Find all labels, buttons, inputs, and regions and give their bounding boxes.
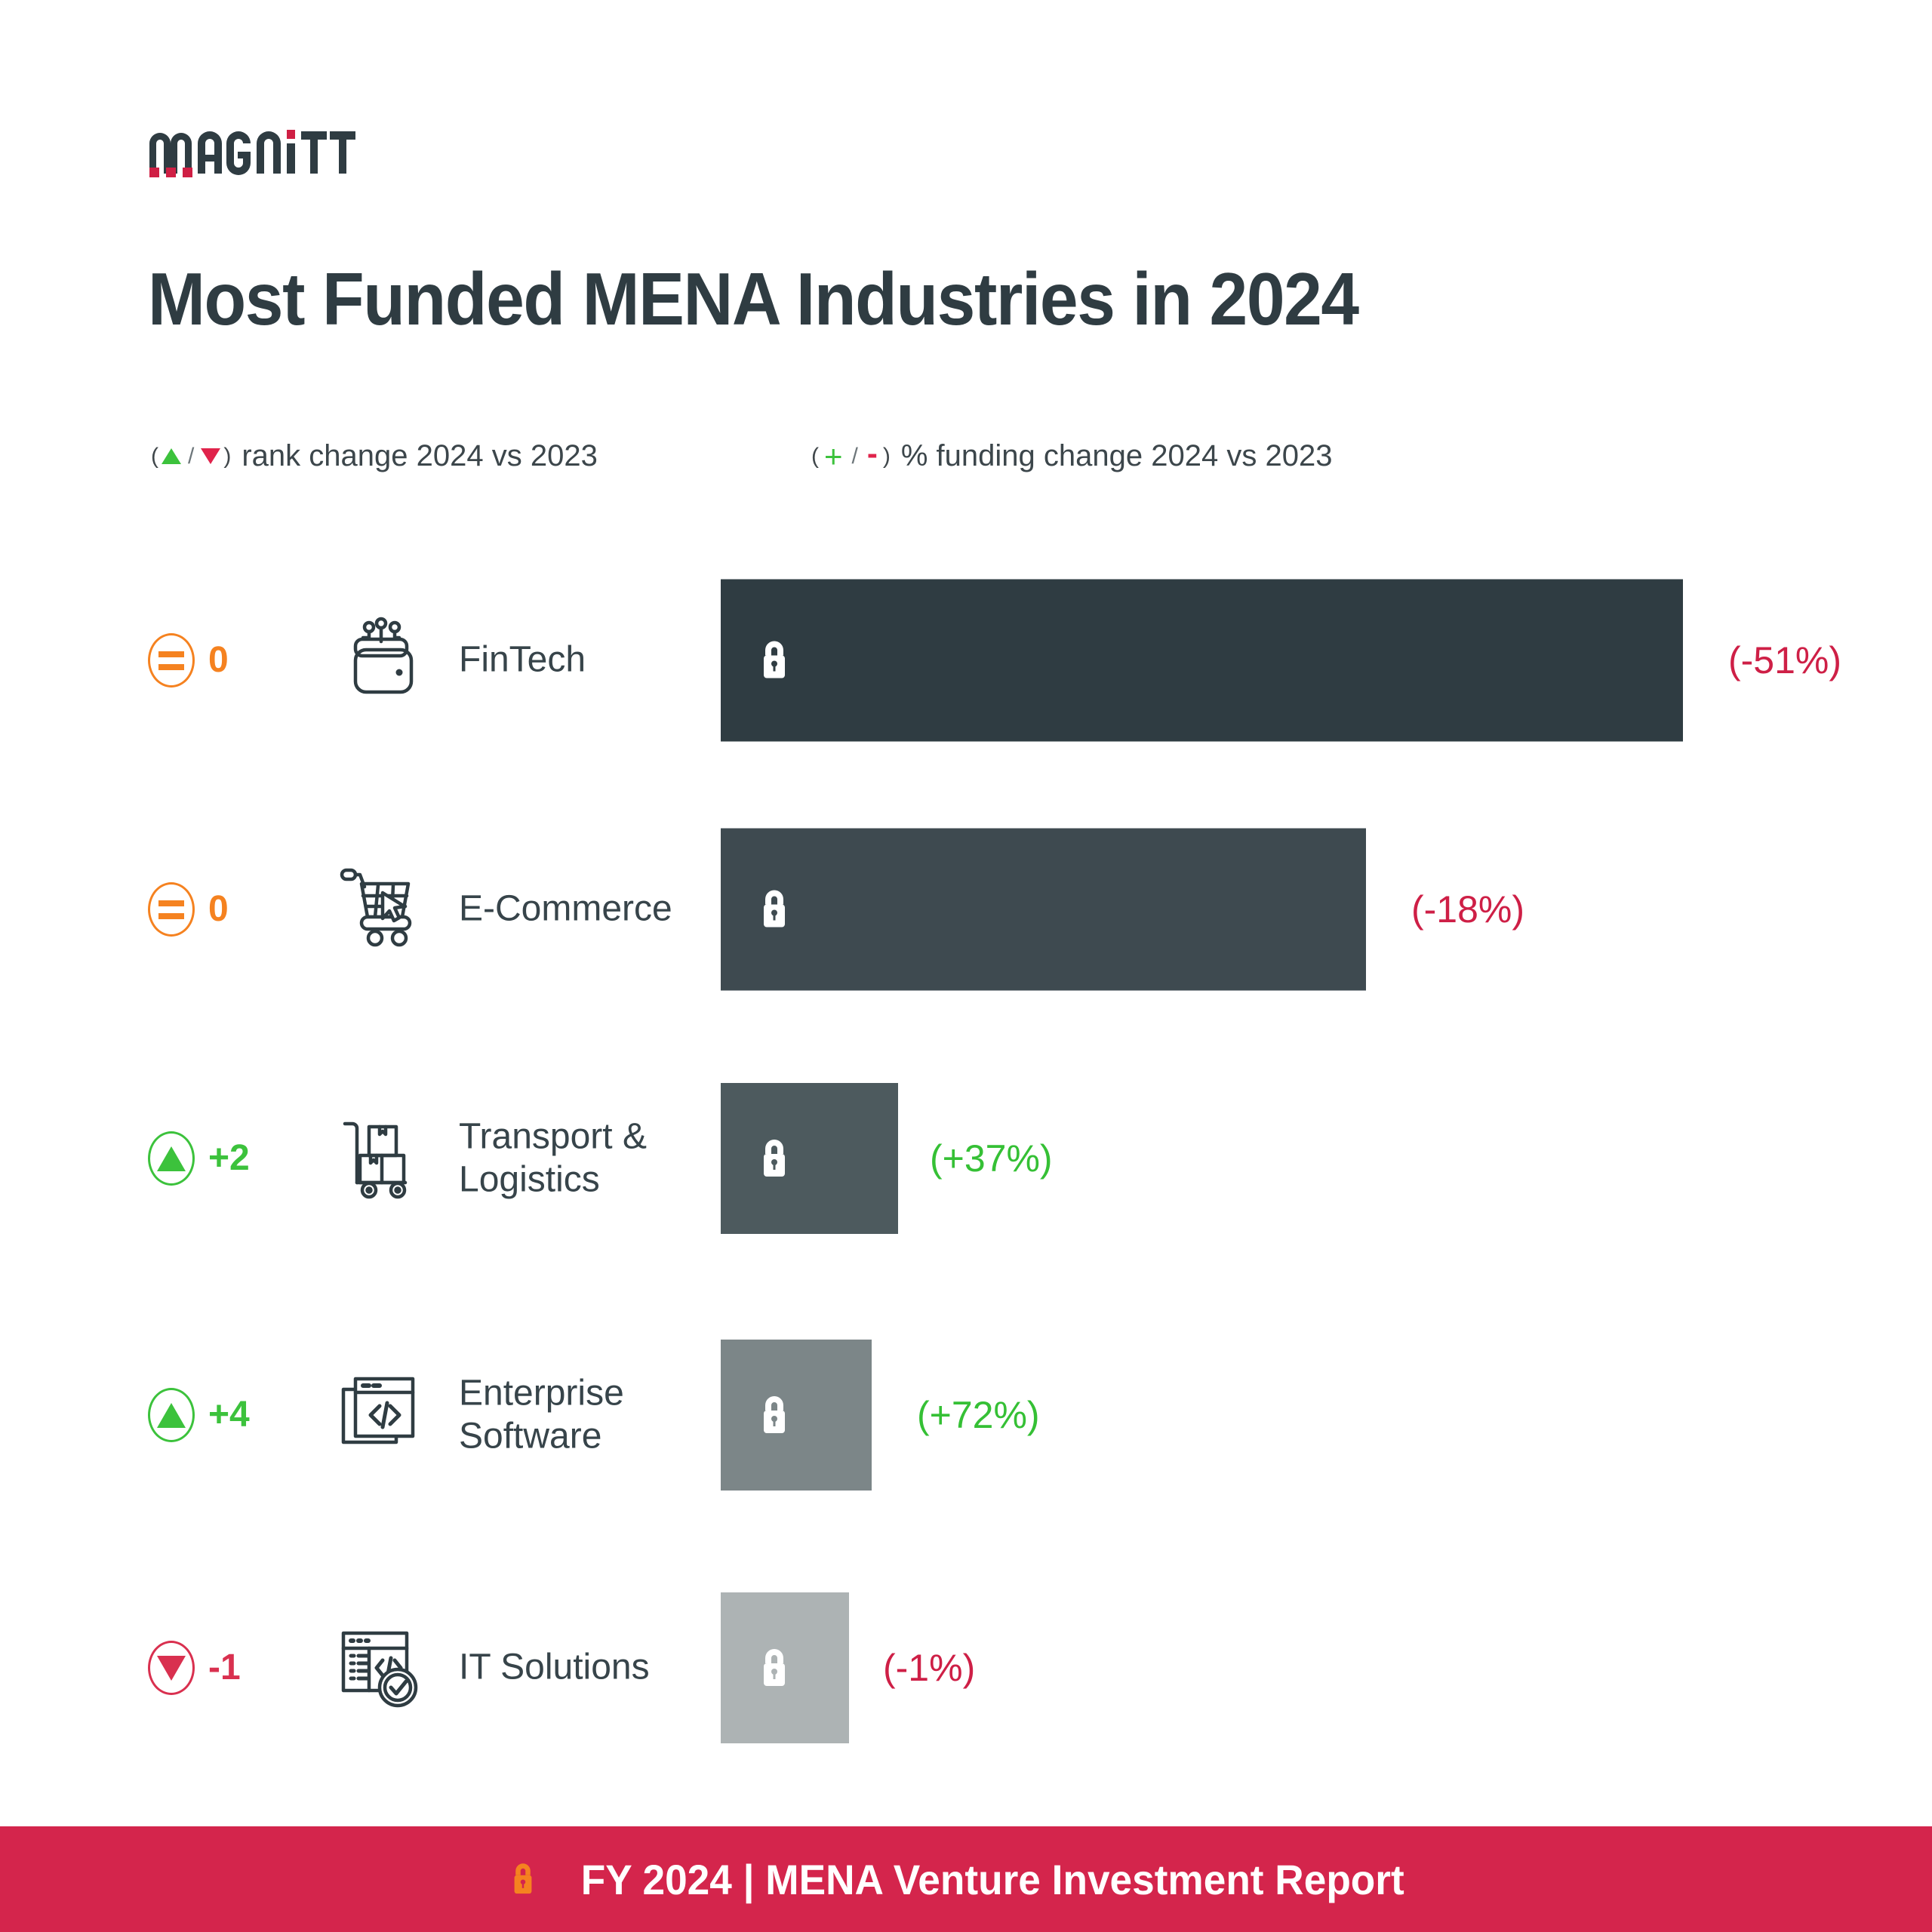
rank-change-group: 0 (148, 633, 229, 688)
legend-slash: / (851, 443, 858, 469)
it-solutions-icon (332, 1619, 430, 1717)
pct-change-label: (+72%) (917, 1394, 1040, 1436)
funding-bar (721, 828, 1366, 991)
pct-change-label: (-1%) (883, 1647, 976, 1689)
magnitt-logo-mark (149, 130, 355, 177)
chart-row: 0 E-Commerce ( (0, 828, 1932, 991)
rank-change-value: -1 (208, 1647, 241, 1687)
rank-change-value: +4 (208, 1395, 250, 1435)
rank-change-group: +4 (148, 1388, 250, 1442)
shopping-cart-cursor-icon (332, 860, 430, 958)
lock-icon (754, 635, 795, 687)
chart-row: +4 Enterprise Software (0, 1336, 1932, 1494)
magnitt-logo (148, 121, 389, 193)
equals-icon (148, 882, 195, 937)
funding-bar (721, 1592, 849, 1743)
triangle-down-icon (201, 448, 221, 464)
footer-bar: FY 2024 | MENA Venture Investment Report (0, 1826, 1932, 1932)
rank-change-value: +2 (208, 1138, 250, 1178)
rank-change-value: 0 (208, 889, 229, 929)
code-window-icon (332, 1366, 430, 1464)
rank-change-group: 0 (148, 882, 229, 937)
pct-change-label: (-18%) (1411, 888, 1525, 931)
industry-label: Transport & Logistics (459, 1116, 647, 1199)
legend-slash: / (188, 443, 195, 469)
funding-bar (721, 579, 1683, 742)
funding-bar (721, 1340, 872, 1491)
legend-open-paren: ( (151, 443, 158, 469)
equals-icon (148, 633, 195, 688)
rank-change-group: +2 (148, 1131, 250, 1186)
rank-change-group: -1 (148, 1641, 241, 1695)
lock-icon (754, 1642, 795, 1694)
chart-row: -1 IT Solutions (0, 1589, 1932, 1747)
triangle-up-icon (148, 1388, 195, 1442)
funding-bar (721, 1083, 898, 1234)
lock-icon (506, 1857, 540, 1902)
triangle-down-icon (148, 1641, 195, 1695)
plus-icon: + (824, 438, 843, 474)
wallet-circuit-icon (332, 611, 430, 709)
legend-funding-change: ( + / - ) % funding change 2024 vs 2023 (808, 435, 1333, 474)
lock-icon (754, 1133, 795, 1185)
legend-funding-label: % funding change 2024 vs 2023 (900, 439, 1333, 472)
lock-icon (754, 1389, 795, 1441)
chart-row: +2 Transport & Logistics (0, 1079, 1932, 1238)
industry-label: Enterprise Software (459, 1373, 624, 1456)
legend: ( / ) rank change 2024 vs 2023 ( + / - )… (148, 435, 1808, 477)
pct-change-label: (+37%) (930, 1137, 1053, 1180)
lock-icon (754, 884, 795, 936)
page-title: Most Funded MENA Industries in 2024 (148, 257, 1359, 340)
legend-close-paren: ) (223, 443, 232, 469)
chart-row: 0 FinTech (-51%) (0, 579, 1932, 742)
triangle-up-icon (148, 1131, 195, 1186)
legend-close-paren: ) (882, 443, 891, 469)
pct-change-label: (-51%) (1728, 639, 1842, 681)
industry-label: E-Commerce (459, 888, 672, 929)
legend-rank-change: ( / ) rank change 2024 vs 2023 (148, 439, 598, 473)
footer-label: FY 2024 | MENA Venture Investment Report (580, 1855, 1404, 1903)
minus-icon: - (866, 435, 878, 471)
triangle-up-icon (162, 448, 181, 464)
rank-change-value: 0 (208, 640, 229, 680)
hand-truck-boxes-icon (332, 1109, 430, 1208)
legend-open-paren: ( (811, 443, 819, 469)
legend-rank-label: rank change 2024 vs 2023 (242, 439, 598, 472)
industry-label: FinTech (459, 639, 586, 680)
industry-label: IT Solutions (459, 1647, 650, 1687)
